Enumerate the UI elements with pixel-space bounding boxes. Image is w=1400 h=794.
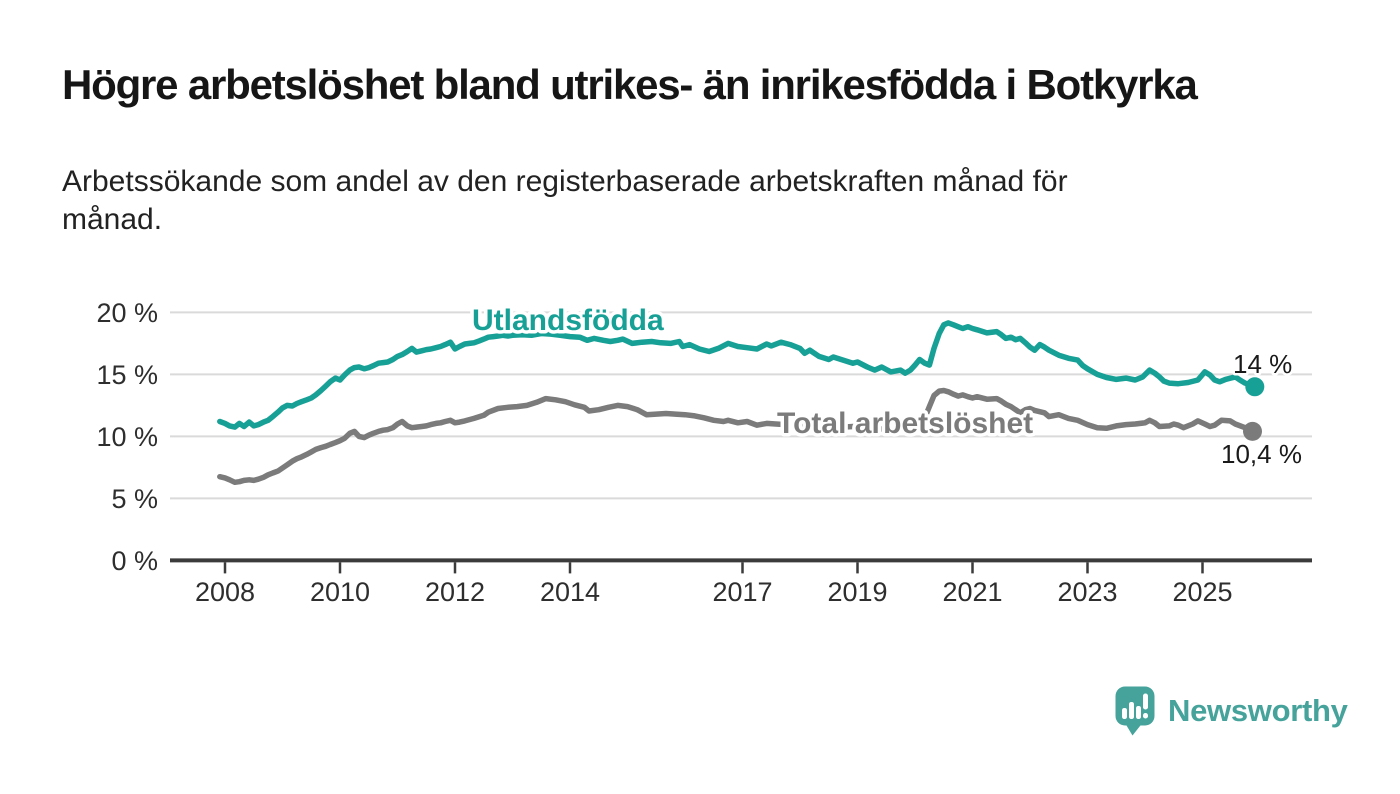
end-value-label-total: 10,4 %	[1221, 439, 1302, 469]
newsworthy-logo-text: Newsworthy	[1168, 693, 1348, 728]
series-end-dot-total	[1243, 421, 1262, 441]
chart-subtitle-line1: Arbetssökande som andel av den registerb…	[62, 165, 1068, 198]
series-label-total-arbetsloshet: Total arbetslöshet	[777, 407, 1033, 440]
x-tick-label-2025: 2025	[1172, 577, 1232, 607]
chart-subtitle-line2: månad.	[62, 203, 163, 236]
x-tick-label-2023: 2023	[1057, 577, 1117, 607]
chart-subtitle: Arbetssökande som andel av den registerb…	[62, 163, 1068, 239]
series-line-utlandsfodda	[217, 320, 1258, 430]
x-tick-label-2017: 2017	[712, 577, 772, 607]
x-tick-label-2019: 2019	[827, 577, 887, 607]
newsworthy-logo: Newsworthy	[1114, 685, 1348, 737]
x-tick-label-2021: 2021	[942, 577, 1002, 607]
page-title: Högre arbetslöshet bland utrikes- än inr…	[62, 61, 1198, 108]
unemployment-line-chart: 2008 2010 2012 2014 2017 2019 2021 2023 2025 0 % 5…	[96, 298, 1312, 607]
y-tick-label-0: 0 %	[111, 546, 158, 576]
x-tick-label-2014: 2014	[540, 577, 600, 607]
series-line-total	[217, 387, 1256, 486]
y-tick-label-10: 10 %	[96, 422, 158, 452]
y-tick-label-15: 15 %	[96, 360, 158, 390]
y-tick-label-5: 5 %	[111, 484, 158, 514]
x-tick-label-2008: 2008	[195, 577, 255, 607]
x-tick-label-2012: 2012	[425, 577, 485, 607]
y-tick-label-20: 20 %	[96, 298, 158, 328]
newsworthy-logo-icon	[1115, 686, 1155, 736]
series-label-utlandsfodda: Utlandsfödda	[472, 304, 664, 337]
end-value-label-utlandsfodda: 14 %	[1233, 349, 1292, 379]
series-end-dot-utlandsfodda	[1245, 377, 1265, 397]
x-tick-label-2010: 2010	[310, 577, 370, 607]
